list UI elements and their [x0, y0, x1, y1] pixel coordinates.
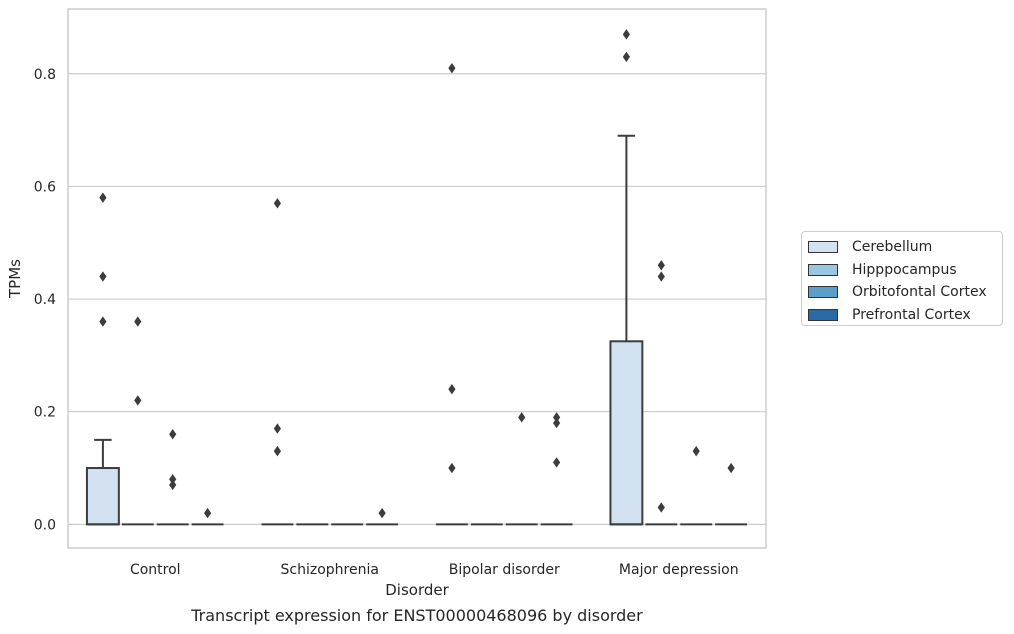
x-tick-label: Schizophrenia [281, 562, 379, 578]
legend-label: Hipppocampus [852, 261, 957, 278]
x-tick-label: Control [130, 562, 181, 578]
box [85, 467, 120, 526]
outlier-point [169, 474, 177, 485]
outlier-point [622, 29, 630, 40]
x-axis-label: Disorder [385, 581, 449, 599]
outlier-point [99, 271, 107, 282]
outlier-point [204, 507, 212, 519]
outlier-point [169, 429, 177, 440]
outlier-point [622, 51, 630, 63]
chart-caption: Transcript expression for ENST0000046809… [191, 606, 643, 625]
legend-label: Prefrontal Cortex [852, 306, 971, 323]
legend-item: Cerebellum [802, 236, 1002, 259]
outlier-point [169, 479, 177, 491]
legend-swatch [808, 241, 838, 254]
box [609, 340, 644, 526]
outlier-point [518, 412, 526, 423]
outlier-point [553, 417, 561, 429]
outlier-point [134, 316, 142, 327]
series-cerebellum [85, 29, 644, 526]
series-prefrontal-cortex [191, 412, 748, 526]
y-axis-label: TPMs [6, 259, 24, 299]
outlier-point [553, 412, 561, 423]
outlier-point [273, 198, 281, 209]
outlier-point [99, 192, 107, 203]
legend: Cerebellum Hipppocampus Orbitofontal Corte… [801, 231, 1003, 326]
legend-label: Cerebellum [852, 239, 933, 256]
legend-swatch [808, 308, 838, 321]
y-tick-label: 0.0 [34, 517, 56, 533]
plot-frame [67, 8, 767, 549]
series-orbitofontal-cortex [156, 412, 713, 526]
outlier-point [657, 502, 665, 513]
outlier-point [657, 271, 665, 282]
y-tick-label: 0.8 [34, 67, 56, 83]
y-tick-label: 0.4 [34, 292, 56, 308]
outlier-point [727, 462, 735, 474]
outlier-point [273, 423, 281, 434]
x-tick-label: Bipolar disorder [449, 562, 560, 578]
outlier-point [657, 260, 665, 271]
y-tick-label: 0.2 [34, 405, 56, 421]
legend-item: Prefrontal Cortex [802, 304, 1002, 327]
outlier-point [553, 457, 561, 468]
box-series [85, 29, 748, 526]
outlier-point [378, 507, 386, 519]
y-tick-label: 0.6 [34, 179, 56, 195]
legend-label: Orbitofontal Cortex [852, 284, 987, 301]
grid-lines [68, 73, 766, 525]
outlier-point [448, 62, 456, 74]
y-axis-ticks: 0.0 0.2 0.4 0.6 0.8 [34, 67, 56, 534]
series-hipppocampus [121, 260, 678, 526]
legend-item: Hipppocampus [802, 259, 1002, 282]
outlier-point [448, 383, 456, 395]
x-axis-ticks: Control Schizophrenia Bipolar disorder Majo… [130, 562, 739, 578]
outlier-point [99, 316, 107, 327]
legend-item: Orbitofontal Cortex [802, 281, 1002, 304]
legend-swatch [808, 286, 838, 299]
outlier-point [273, 445, 281, 457]
outlier-point [134, 395, 142, 406]
legend-swatch [808, 263, 838, 276]
x-tick-label: Major depression [619, 562, 739, 578]
outlier-point [448, 462, 456, 474]
outlier-point [692, 445, 700, 457]
